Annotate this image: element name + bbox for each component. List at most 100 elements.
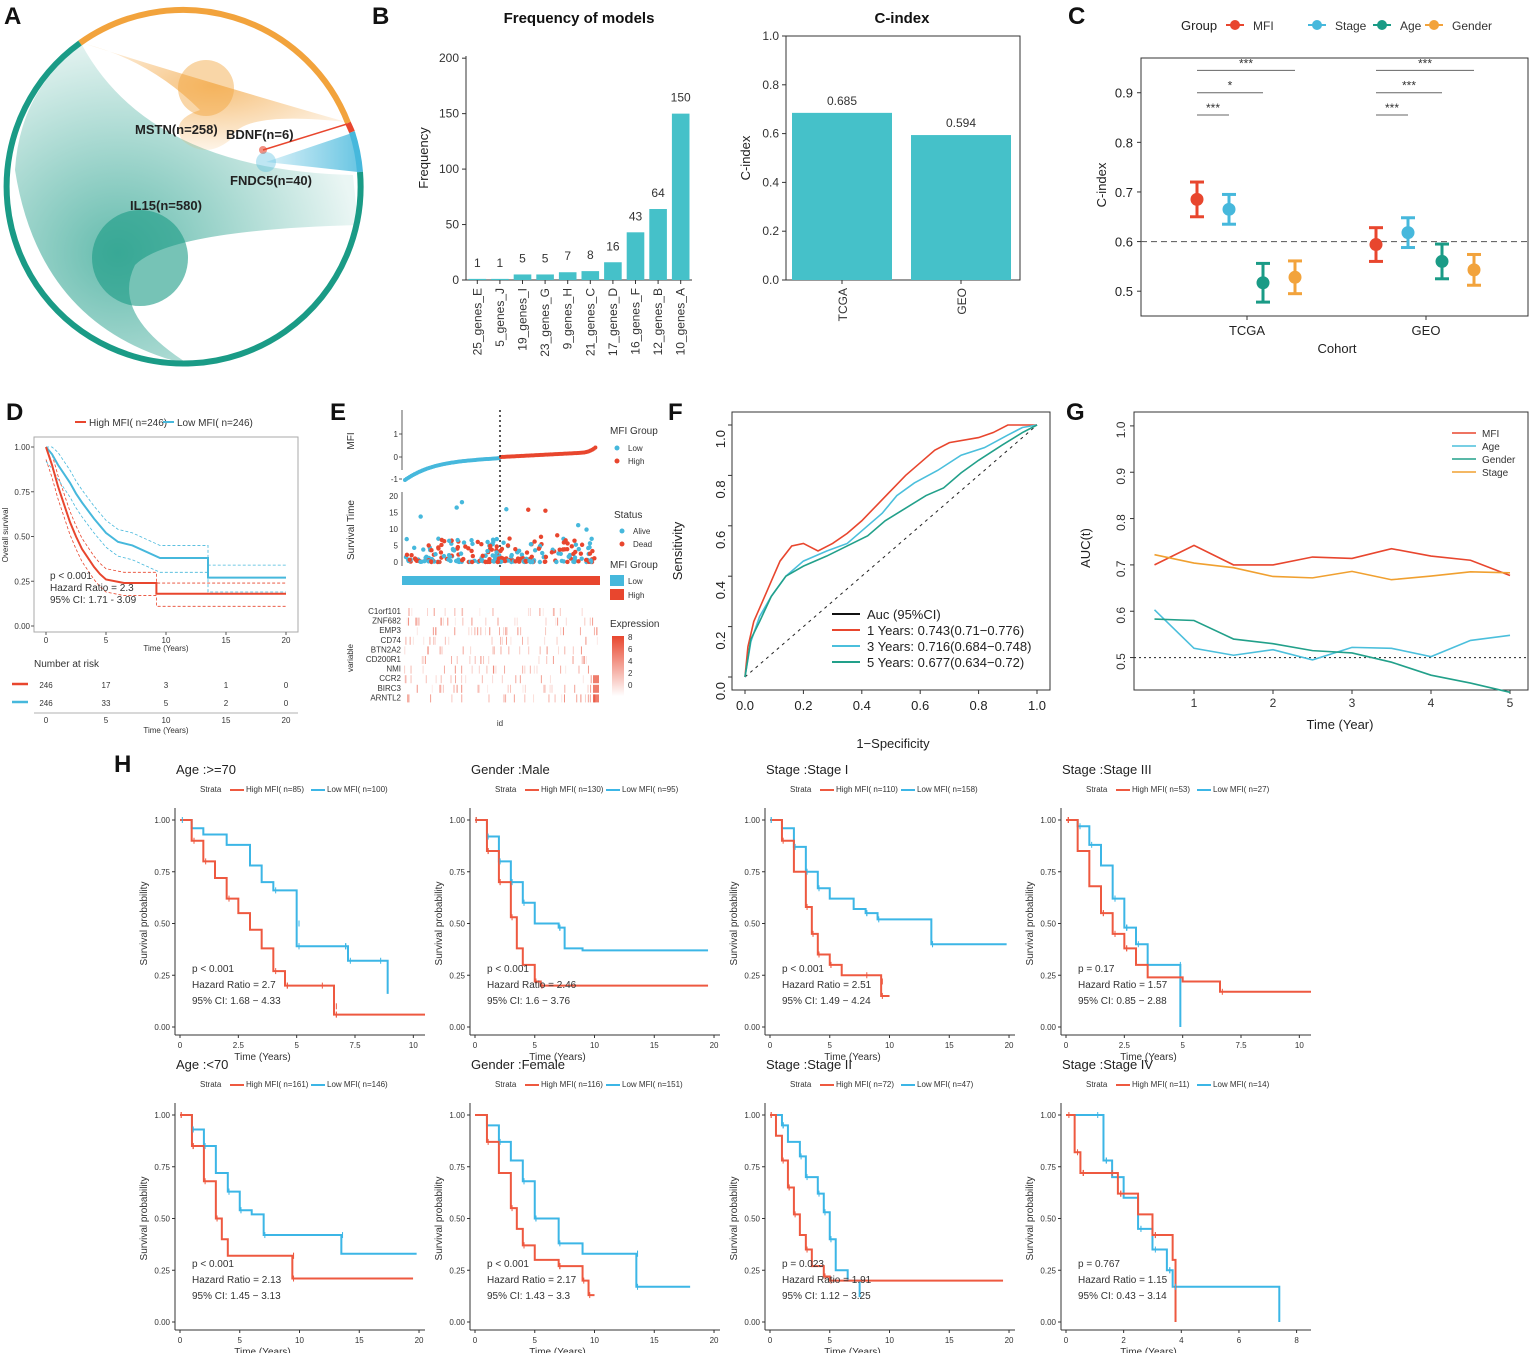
h-ytick-label: 1.00: [449, 816, 465, 825]
h-xlabel: Time (Years): [234, 1052, 291, 1063]
h-panel-title: Stage :Stage III: [1062, 762, 1152, 777]
h-ylabel: Survival probability: [729, 882, 740, 966]
h-ytick-label: 0.50: [449, 920, 465, 929]
e-time-dot: [536, 546, 542, 551]
f-legend-label: 5 Years: 0.677(0.634−0.72): [867, 655, 1024, 670]
e-time-dot: [441, 553, 447, 559]
panel-label-g: G: [1066, 399, 1085, 426]
e-heat-cell: [585, 636, 587, 645]
e-heat-cell: [425, 675, 427, 684]
e-heat-cell: [510, 636, 512, 645]
c-point-gender: [1288, 270, 1302, 284]
h-panel-title: Gender :Male: [471, 762, 550, 777]
e-time-dot: [447, 554, 453, 559]
e-time-dot: [495, 559, 501, 565]
e-heat-cell: [456, 684, 458, 693]
panel-label-c: C: [1068, 3, 1085, 30]
h-xtick-label: 7.5: [349, 1041, 361, 1050]
c-legend-dot: [1312, 20, 1322, 30]
e-time-dot: [504, 507, 509, 512]
h-legend-low: Low MFI( n=151): [622, 1080, 683, 1089]
e-heat-cell: [441, 646, 443, 655]
e-heat-cell: [505, 627, 507, 636]
e-heat-cell: [552, 608, 554, 616]
g-ytick-label: 0.8: [1114, 514, 1128, 531]
e-legend2-dot-alive: [619, 528, 625, 534]
h-strata-label: Strata: [1086, 1080, 1108, 1089]
e-heat-cell: [563, 694, 565, 703]
e-time-dot: [523, 558, 528, 564]
h-ytick-label: 0.25: [1040, 1266, 1056, 1275]
e-heat-cell: [404, 665, 406, 674]
e-heat-cell: [454, 608, 456, 616]
e-time-dot: [485, 539, 490, 545]
h-ytick-label: 0.00: [744, 1023, 760, 1032]
e-heat-cell: [461, 694, 463, 703]
h-legend-high: High MFI( n=11): [1132, 1080, 1190, 1089]
e-heat-cell: [427, 608, 429, 616]
g-xtick-label: 4: [1428, 696, 1435, 710]
e-heat-cell: [461, 675, 463, 684]
e-time-dot: [470, 541, 475, 547]
e-time-dot: [516, 559, 522, 564]
h-legend-low: Low MFI( n=14): [1213, 1080, 1270, 1089]
e-heat-cell: [434, 636, 436, 645]
e-heat-cell: [546, 656, 548, 664]
e-heat-cell: [501, 675, 503, 684]
b2-bar-TCGA: [792, 112, 892, 280]
h-panel-title: Stage :Stage II: [766, 1057, 852, 1072]
e-time-dot: [433, 552, 438, 557]
e-mfi-tick: -1: [391, 475, 399, 484]
c-legend-label-age: Age: [1400, 19, 1422, 33]
h-ytick-label: 1.00: [1040, 1111, 1056, 1120]
h-xlabel: Time (Years): [824, 1347, 881, 1353]
e-heat-cell: [542, 608, 544, 616]
e-time-dot: [409, 552, 414, 558]
e-heat-cell: [549, 675, 551, 684]
b1-xtick-label: 5_genes_J: [493, 288, 507, 347]
e-heat-cell: [579, 627, 581, 636]
h-xtick-label: 5: [533, 1041, 538, 1050]
e-time-dot: [438, 550, 444, 555]
e-heat-cell: [587, 684, 589, 693]
e-heat-cell: [565, 665, 567, 674]
e-time-dot: [483, 559, 488, 565]
c-sig-label: ***: [1418, 56, 1432, 70]
h-curve-low: [180, 819, 389, 994]
chord-self-il15: [92, 210, 188, 306]
h-ylabel: Survival probability: [139, 882, 150, 966]
e-time-dot: [454, 505, 459, 510]
g-xtick-label: 1: [1191, 696, 1198, 710]
e-time-dot: [469, 559, 475, 565]
e-heat-cell: [471, 627, 473, 636]
g-legend-label-stage: Stage: [1482, 468, 1509, 479]
e-heat-cell: [504, 665, 506, 674]
e-heat-cell: [461, 665, 463, 674]
d-xtick-label: 0: [44, 636, 49, 645]
h-ylabel: Survival probability: [1025, 882, 1036, 966]
e-heat-cell: [554, 694, 556, 703]
h-ytick-label: 0.00: [744, 1318, 760, 1327]
h-curve-low: [475, 819, 709, 952]
d-xlabel: Time (Years): [143, 644, 189, 653]
h-ytick-label: 0.75: [1040, 1163, 1056, 1172]
b1-title: Frequency of models: [504, 10, 655, 27]
d-risk-low-value: 33: [102, 699, 111, 708]
g-ytick-label: 0.7: [1114, 560, 1128, 577]
d-ci-low-upper: [46, 446, 286, 566]
e-time-dot: [418, 514, 423, 519]
d-ci-low-lower: [45, 461, 286, 593]
e-gene-label: CCR2: [379, 674, 401, 683]
h-xtick-label: 6: [1237, 1336, 1242, 1345]
e-time-dot: [435, 559, 440, 565]
f-xlabel: 1−Specificity: [856, 736, 930, 751]
h-xlabel: Time (Years): [1120, 1052, 1177, 1063]
e-heat-cell: [422, 656, 424, 664]
g-frame: [1133, 411, 1529, 691]
e-expr-tick: 4: [628, 657, 633, 666]
c-point-mfi: [1190, 192, 1204, 206]
d-risk-low-value: 5: [164, 699, 169, 708]
panel-label-h: H: [114, 751, 131, 778]
g-legend-label-age: Age: [1482, 442, 1500, 453]
e-heat-cell: [454, 617, 456, 626]
